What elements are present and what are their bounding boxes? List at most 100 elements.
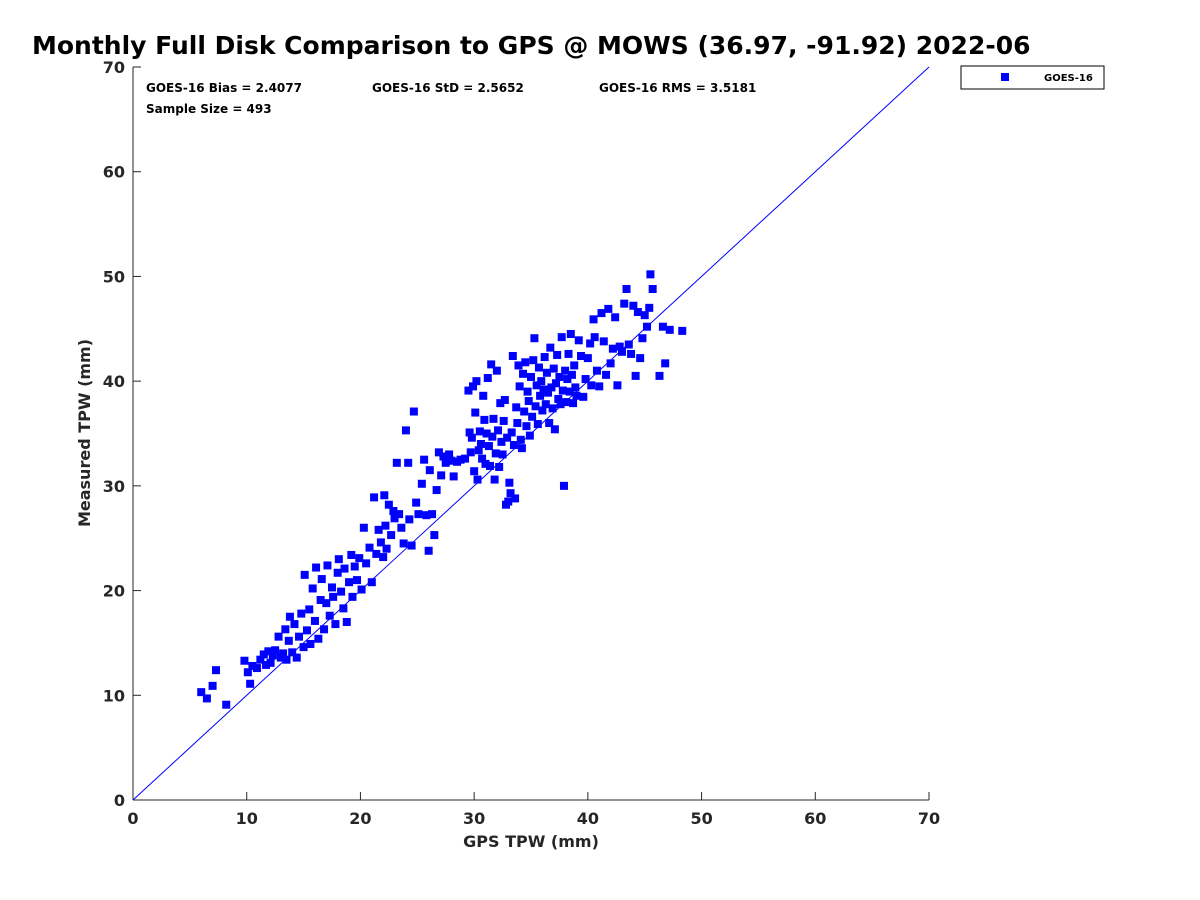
- data-point: [379, 553, 388, 562]
- data-point: [405, 515, 414, 524]
- data-point: [367, 578, 376, 587]
- data-point: [447, 456, 456, 465]
- data-point: [449, 472, 458, 481]
- data-point: [380, 491, 389, 500]
- data-point: [521, 358, 530, 367]
- data-point: [472, 377, 481, 386]
- data-point: [569, 399, 578, 408]
- data-point: [353, 576, 362, 585]
- data-point: [345, 578, 354, 587]
- y-tick-label: 60: [103, 163, 125, 182]
- x-tick-label: 60: [804, 809, 826, 828]
- data-point: [503, 433, 512, 442]
- data-point: [414, 510, 423, 519]
- data-point: [517, 444, 526, 453]
- data-point: [602, 370, 611, 379]
- data-point: [491, 449, 500, 458]
- chart-title: Monthly Full Disk Comparison to GPS @ MO…: [32, 31, 1031, 60]
- data-point: [271, 646, 280, 655]
- data-point: [492, 366, 501, 375]
- data-point: [622, 284, 631, 293]
- data-point: [404, 458, 413, 467]
- data-point: [520, 407, 529, 416]
- data-point: [422, 511, 431, 520]
- data-point: [529, 356, 538, 365]
- data-point: [527, 372, 535, 381]
- data-point: [592, 366, 601, 375]
- data-point: [554, 394, 563, 403]
- data-point: [538, 406, 547, 415]
- data-point: [262, 660, 271, 669]
- data-point: [515, 382, 524, 391]
- data-point: [539, 385, 548, 394]
- data-point: [564, 349, 573, 358]
- data-point: [432, 486, 441, 495]
- data-point: [465, 428, 474, 437]
- data-point: [504, 497, 513, 506]
- data-point: [482, 429, 491, 438]
- data-point: [561, 366, 570, 375]
- data-point: [542, 368, 551, 377]
- data-point: [516, 435, 525, 444]
- data-point: [558, 386, 567, 395]
- data-point: [536, 391, 545, 400]
- data-point: [476, 439, 485, 448]
- data-point: [524, 397, 533, 406]
- stat-bias: GOES-16 Bias = 2.4077: [146, 81, 302, 95]
- data-point: [599, 337, 608, 346]
- data-point: [530, 334, 539, 343]
- data-point: [395, 510, 404, 519]
- data-point: [264, 647, 273, 656]
- data-point: [420, 455, 429, 464]
- data-point: [248, 661, 257, 670]
- data-point: [490, 475, 499, 484]
- data-point: [417, 479, 426, 488]
- data-point: [505, 478, 514, 487]
- data-point: [519, 369, 528, 378]
- data-point: [390, 514, 399, 523]
- data-point: [528, 412, 537, 421]
- data-point: [328, 583, 336, 592]
- data-point: [553, 350, 562, 359]
- data-point: [284, 636, 293, 645]
- data-point: [331, 620, 340, 629]
- data-point: [279, 649, 288, 658]
- data-point: [545, 419, 554, 428]
- data-point: [629, 301, 638, 310]
- data-point: [532, 381, 541, 390]
- data-point: [384, 500, 393, 509]
- data-point: [397, 523, 406, 532]
- data-point: [392, 458, 401, 467]
- data-point: [597, 309, 606, 318]
- data-point: [589, 315, 598, 324]
- y-axis-label: Measured TPW (mm): [75, 339, 94, 527]
- data-point: [471, 408, 480, 417]
- y-tick-label: 20: [103, 582, 125, 601]
- data-point: [642, 322, 651, 331]
- data-point: [487, 360, 496, 369]
- data-point: [615, 342, 624, 351]
- data-point: [252, 664, 261, 673]
- data-point: [240, 656, 249, 665]
- data-point: [555, 372, 564, 381]
- data-point: [297, 609, 306, 618]
- stat-std: GOES-16 StD = 2.5652: [372, 81, 524, 95]
- data-point: [382, 544, 391, 553]
- y-tick-label: 40: [103, 372, 125, 391]
- data-point: [481, 459, 490, 468]
- data-point: [333, 568, 342, 577]
- data-point: [590, 333, 599, 342]
- data-point: [268, 651, 277, 660]
- data-point: [486, 461, 495, 470]
- data-point: [548, 404, 557, 413]
- data-point: [562, 398, 571, 407]
- data-point: [389, 506, 398, 515]
- data-point: [531, 402, 540, 411]
- data-point: [316, 595, 325, 604]
- data-point: [540, 353, 549, 362]
- data-point: [365, 543, 374, 552]
- data-point: [511, 494, 520, 503]
- data-point: [285, 612, 294, 621]
- data-point: [439, 452, 448, 461]
